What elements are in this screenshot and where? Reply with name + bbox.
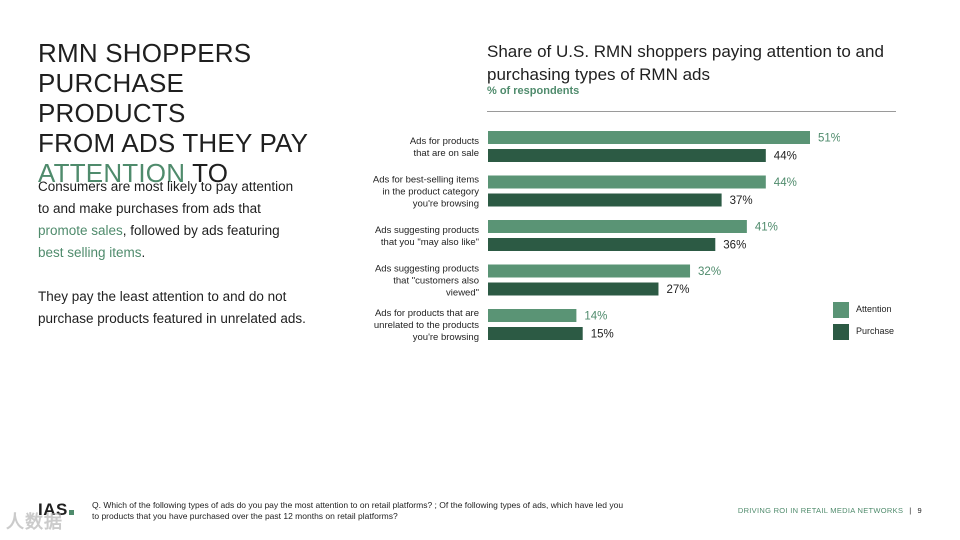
category-label-3-0: Ads suggesting products bbox=[375, 264, 479, 275]
bar-attention-0 bbox=[488, 131, 810, 144]
headline-accent: ATTENTION bbox=[38, 158, 186, 188]
category-label-1-1: in the product category bbox=[382, 187, 479, 198]
headline-tail: TO bbox=[185, 158, 229, 188]
category-label-4-2: you're browsing bbox=[413, 332, 479, 343]
watermark: 人数据 bbox=[6, 512, 63, 532]
ias-logo: IAS bbox=[38, 500, 74, 520]
legend-item-purchase: Purchase bbox=[833, 324, 933, 340]
logo-dot bbox=[68, 510, 74, 515]
value-label-purchase-1: 37% bbox=[730, 195, 753, 207]
headline-line-1: RMN SHOPPERS bbox=[38, 38, 252, 68]
category-label-4-1: unrelated to the products bbox=[374, 320, 479, 331]
value-label-attention-3: 32% bbox=[698, 266, 721, 278]
p1-post: . bbox=[141, 245, 146, 260]
category-label-3-1: that "customers also bbox=[393, 276, 479, 287]
legend-label-purchase: Purchase bbox=[856, 326, 895, 336]
category-label-4-0: Ads for products that are bbox=[375, 308, 479, 319]
value-label-purchase-4: 15% bbox=[591, 329, 614, 341]
footer-separator: | bbox=[909, 506, 912, 515]
p1-highlight-promote-sales: promote sales bbox=[38, 223, 123, 238]
category-label-0-1: that are on sale bbox=[414, 148, 480, 159]
legend-item-attention: Attention bbox=[833, 302, 933, 318]
category-label-2-1: that you "may also like" bbox=[381, 237, 479, 248]
p1-highlight-best-selling: best selling items bbox=[38, 245, 142, 260]
value-label-attention-1: 44% bbox=[774, 177, 797, 189]
category-label-1-2: you're browsing bbox=[413, 199, 479, 210]
logo-text: IAS bbox=[38, 500, 68, 519]
survey-question-footnote: Q. Which of the following types of ads d… bbox=[92, 500, 624, 521]
bar-purchase-4 bbox=[488, 327, 583, 340]
chart-subtitle: % of respondents bbox=[487, 85, 580, 97]
bar-purchase-0 bbox=[488, 149, 766, 162]
legend-swatch-attention bbox=[833, 302, 849, 318]
category-label-2-0: Ads suggesting products bbox=[375, 225, 479, 236]
category-label-1-0: Ads for best-selling items bbox=[373, 175, 479, 186]
p1-mid: , followed by ads featuring bbox=[122, 223, 280, 238]
legend-label-attention: Attention bbox=[856, 304, 892, 314]
value-label-attention-0: 51% bbox=[818, 133, 840, 145]
headline-line-2: PURCHASE PRODUCTS bbox=[38, 68, 186, 128]
value-label-attention-2: 41% bbox=[755, 222, 778, 234]
summary-paragraph-1: Consumers are most likely to pay attenti… bbox=[38, 176, 308, 264]
value-label-purchase-3: 27% bbox=[666, 284, 689, 296]
bar-purchase-3 bbox=[488, 282, 659, 296]
bar-attention-1 bbox=[488, 175, 766, 189]
footer-section-title: DRIVING ROI IN RETAIL MEDIA NETWORKS bbox=[737, 506, 904, 515]
chart-divider bbox=[487, 111, 896, 112]
value-label-purchase-0: 44% bbox=[774, 151, 797, 163]
category-label-3-2: viewed" bbox=[446, 288, 479, 299]
summary-paragraph-2: They pay the least attention to and do n… bbox=[38, 289, 306, 326]
value-label-attention-4: 14% bbox=[584, 311, 607, 323]
category-label-0-0: Ads for products bbox=[410, 136, 479, 147]
bar-attention-2 bbox=[488, 220, 747, 233]
legend-swatch-purchase bbox=[833, 324, 849, 340]
value-label-purchase-2: 36% bbox=[723, 240, 746, 252]
headline-line-3: FROM ADS THEY PAY bbox=[38, 128, 309, 158]
bar-purchase-1 bbox=[488, 193, 722, 207]
footer-section: DRIVING ROI IN RETAIL MEDIA NETWORKS | 9 bbox=[738, 506, 922, 515]
bar-attention-4 bbox=[488, 309, 577, 322]
bar-purchase-2 bbox=[488, 238, 716, 251]
page-number: 9 bbox=[917, 506, 922, 515]
headline: RMN SHOPPERS PURCHASE PRODUCTS FROM ADS … bbox=[38, 38, 338, 188]
chart-title: Share of U.S. RMN shoppers paying attent… bbox=[487, 42, 884, 84]
bar-attention-3 bbox=[488, 264, 691, 278]
p1-pre: Consumers are most likely to pay attenti… bbox=[38, 179, 294, 216]
